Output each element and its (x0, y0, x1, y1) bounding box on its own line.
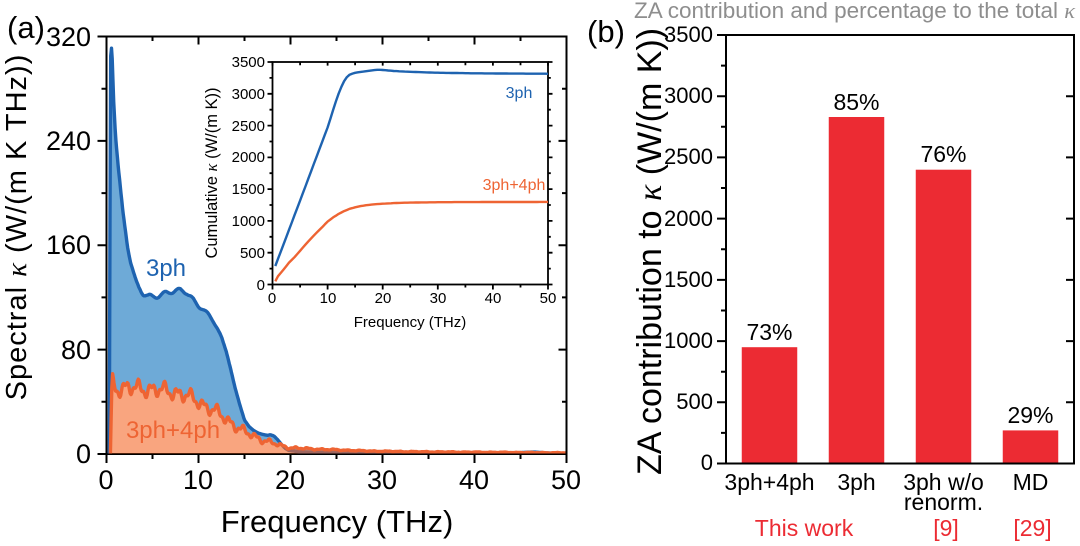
svg-text:50: 50 (540, 290, 557, 307)
svg-text:3ph+4ph: 3ph+4ph (483, 177, 546, 194)
svg-text:2500: 2500 (664, 144, 713, 169)
svg-text:80: 80 (61, 335, 91, 365)
svg-text:[29]: [29] (1013, 515, 1051, 541)
svg-text:1500: 1500 (664, 267, 713, 292)
svg-text:3ph+4ph: 3ph+4ph (724, 469, 814, 495)
svg-text:(a): (a) (7, 10, 45, 45)
svg-text:renorm.: renorm. (904, 489, 983, 515)
svg-text:1000: 1000 (664, 328, 713, 353)
svg-text:40: 40 (459, 465, 489, 495)
svg-text:3ph: 3ph (837, 469, 875, 495)
svg-text:0: 0 (701, 450, 713, 475)
svg-text:1500: 1500 (232, 181, 265, 198)
svg-text:20: 20 (275, 465, 305, 495)
svg-text:10: 10 (320, 290, 337, 307)
svg-text:1000: 1000 (232, 213, 265, 230)
svg-text:Frequency (THz): Frequency (THz) (354, 314, 467, 331)
svg-text:73%: 73% (746, 319, 792, 345)
svg-text:30: 30 (430, 290, 447, 307)
svg-text:3000: 3000 (664, 83, 713, 108)
svg-text:0: 0 (268, 290, 276, 307)
svg-text:500: 500 (240, 245, 265, 262)
svg-text:ZA contribution to κ (W/(m K)): ZA contribution to κ (W/(m K)) (631, 28, 669, 475)
svg-text:76%: 76% (920, 141, 966, 167)
svg-text:3000: 3000 (232, 86, 265, 103)
svg-text:160: 160 (46, 230, 91, 260)
svg-text:3ph w/o: 3ph w/o (903, 469, 984, 495)
svg-text:2000: 2000 (664, 206, 713, 231)
svg-text:2500: 2500 (232, 118, 265, 135)
svg-text:Spectral κ (W/(m K THz)): Spectral κ (W/(m K THz)) (1, 54, 33, 401)
svg-text:(b): (b) (587, 14, 625, 49)
svg-text:240: 240 (46, 126, 91, 156)
svg-text:29%: 29% (1007, 402, 1053, 428)
svg-text:85%: 85% (833, 89, 879, 115)
svg-text:3500: 3500 (664, 22, 713, 47)
svg-text:This work: This work (755, 515, 854, 541)
svg-text:320: 320 (46, 22, 91, 52)
svg-text:500: 500 (676, 389, 713, 414)
svg-text:50: 50 (551, 465, 581, 495)
svg-text:ZA contribution and percentage: ZA contribution and percentage to the to… (634, 0, 1076, 23)
svg-text:30: 30 (367, 465, 397, 495)
svg-text:[9]: [9] (933, 515, 959, 541)
svg-text:Cumulative κ (W/(m K)): Cumulative κ (W/(m K)) (202, 87, 221, 258)
svg-text:3ph+4ph: 3ph+4ph (126, 417, 220, 444)
svg-text:Frequency (THz): Frequency (THz) (221, 504, 454, 539)
svg-text:3500: 3500 (232, 54, 265, 71)
svg-text:3ph: 3ph (146, 255, 186, 282)
svg-text:10: 10 (183, 465, 213, 495)
svg-text:0: 0 (98, 465, 113, 495)
svg-text:0: 0 (76, 439, 91, 469)
svg-text:0: 0 (257, 277, 265, 294)
svg-text:40: 40 (485, 290, 502, 307)
svg-text:20: 20 (375, 290, 392, 307)
svg-text:3ph: 3ph (506, 85, 533, 102)
svg-text:2000: 2000 (232, 149, 265, 166)
svg-text:MD: MD (1013, 469, 1049, 495)
